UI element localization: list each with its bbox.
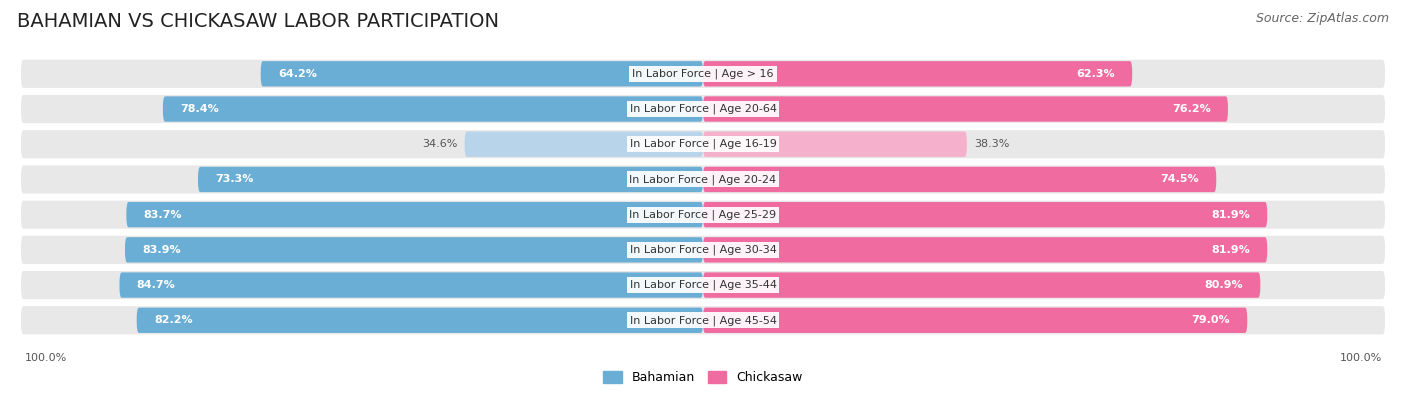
FancyBboxPatch shape bbox=[127, 202, 703, 228]
Text: 81.9%: 81.9% bbox=[1211, 210, 1250, 220]
FancyBboxPatch shape bbox=[703, 202, 1267, 228]
FancyBboxPatch shape bbox=[703, 96, 1227, 122]
Text: BAHAMIAN VS CHICKASAW LABOR PARTICIPATION: BAHAMIAN VS CHICKASAW LABOR PARTICIPATIO… bbox=[17, 12, 499, 31]
FancyBboxPatch shape bbox=[21, 60, 1385, 88]
Text: Source: ZipAtlas.com: Source: ZipAtlas.com bbox=[1256, 12, 1389, 25]
Text: In Labor Force | Age 16-19: In Labor Force | Age 16-19 bbox=[630, 139, 776, 149]
Text: 80.9%: 80.9% bbox=[1205, 280, 1243, 290]
Text: 74.5%: 74.5% bbox=[1160, 175, 1199, 184]
Text: 38.3%: 38.3% bbox=[974, 139, 1010, 149]
Text: In Labor Force | Age 20-24: In Labor Force | Age 20-24 bbox=[630, 174, 776, 185]
FancyBboxPatch shape bbox=[703, 308, 1247, 333]
FancyBboxPatch shape bbox=[21, 306, 1385, 335]
FancyBboxPatch shape bbox=[703, 237, 1267, 263]
Text: 76.2%: 76.2% bbox=[1173, 104, 1211, 114]
Text: 100.0%: 100.0% bbox=[24, 353, 66, 363]
Text: 84.7%: 84.7% bbox=[136, 280, 176, 290]
FancyBboxPatch shape bbox=[21, 130, 1385, 158]
FancyBboxPatch shape bbox=[703, 167, 1216, 192]
FancyBboxPatch shape bbox=[464, 132, 703, 157]
Text: 78.4%: 78.4% bbox=[180, 104, 219, 114]
FancyBboxPatch shape bbox=[125, 237, 703, 263]
FancyBboxPatch shape bbox=[703, 61, 1132, 87]
FancyBboxPatch shape bbox=[21, 271, 1385, 299]
FancyBboxPatch shape bbox=[120, 273, 703, 298]
Legend: Bahamian, Chickasaw: Bahamian, Chickasaw bbox=[598, 366, 808, 389]
FancyBboxPatch shape bbox=[198, 167, 703, 192]
Text: 73.3%: 73.3% bbox=[215, 175, 253, 184]
Text: In Labor Force | Age 45-54: In Labor Force | Age 45-54 bbox=[630, 315, 776, 325]
FancyBboxPatch shape bbox=[260, 61, 703, 87]
Text: 81.9%: 81.9% bbox=[1211, 245, 1250, 255]
Text: In Labor Force | Age 35-44: In Labor Force | Age 35-44 bbox=[630, 280, 776, 290]
Text: 64.2%: 64.2% bbox=[278, 69, 316, 79]
FancyBboxPatch shape bbox=[21, 236, 1385, 264]
FancyBboxPatch shape bbox=[703, 273, 1260, 298]
FancyBboxPatch shape bbox=[21, 95, 1385, 123]
Text: In Labor Force | Age 30-34: In Labor Force | Age 30-34 bbox=[630, 245, 776, 255]
FancyBboxPatch shape bbox=[21, 201, 1385, 229]
FancyBboxPatch shape bbox=[136, 308, 703, 333]
Text: 34.6%: 34.6% bbox=[422, 139, 458, 149]
Text: 62.3%: 62.3% bbox=[1077, 69, 1115, 79]
Text: 79.0%: 79.0% bbox=[1191, 315, 1230, 325]
FancyBboxPatch shape bbox=[21, 166, 1385, 194]
Text: In Labor Force | Age > 16: In Labor Force | Age > 16 bbox=[633, 69, 773, 79]
Text: In Labor Force | Age 20-64: In Labor Force | Age 20-64 bbox=[630, 104, 776, 114]
Text: 83.7%: 83.7% bbox=[143, 210, 183, 220]
FancyBboxPatch shape bbox=[703, 132, 967, 157]
Text: 100.0%: 100.0% bbox=[1340, 353, 1382, 363]
Text: 83.9%: 83.9% bbox=[142, 245, 181, 255]
Text: 82.2%: 82.2% bbox=[153, 315, 193, 325]
Text: In Labor Force | Age 25-29: In Labor Force | Age 25-29 bbox=[630, 209, 776, 220]
FancyBboxPatch shape bbox=[163, 96, 703, 122]
